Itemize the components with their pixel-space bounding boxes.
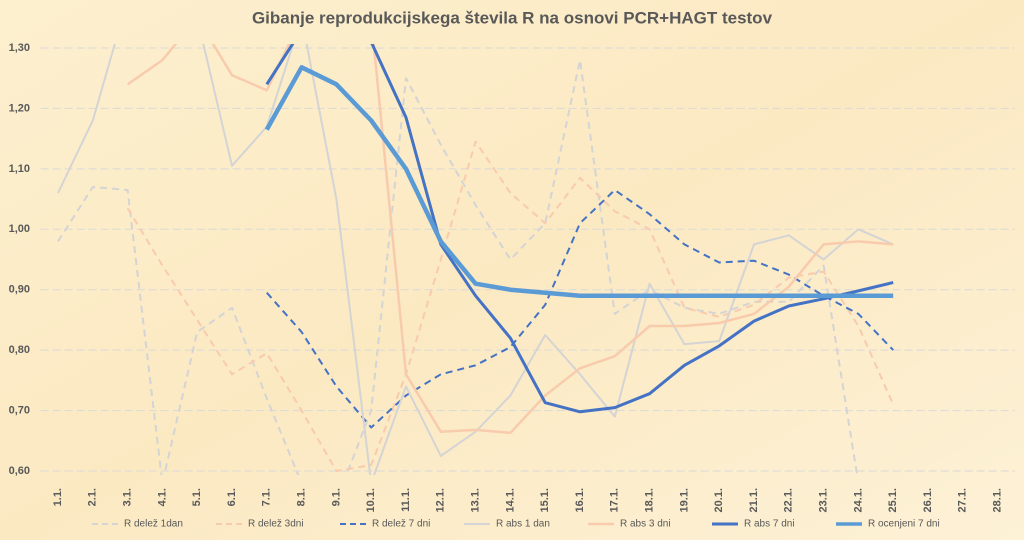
x-tick-label: 5.1. bbox=[191, 488, 203, 506]
y-tick-label: 1,10 bbox=[9, 163, 30, 175]
x-tick-label: 22.1. bbox=[783, 488, 795, 512]
y-tick-label: 1,20 bbox=[9, 102, 30, 114]
y-tick-label: 0,90 bbox=[9, 284, 30, 296]
legend-label: R ocenjeni 7 dni bbox=[868, 519, 940, 530]
series-line bbox=[265, 44, 894, 414]
series-line bbox=[266, 189, 894, 429]
y-tick-label: 1,00 bbox=[9, 223, 30, 235]
x-tick-label: 12.1. bbox=[435, 488, 447, 512]
x-tick-label: 23.1. bbox=[818, 488, 830, 512]
chart-title: Gibanje reprodukcijskega števila R na os… bbox=[252, 8, 773, 27]
series-line bbox=[57, 44, 894, 475]
x-tick-label: 4.1. bbox=[156, 488, 168, 506]
x-tick-label: 6.1. bbox=[226, 488, 238, 506]
x-tick-label: 7.1. bbox=[261, 488, 273, 506]
legend-label: R abs 1 dan bbox=[496, 519, 550, 530]
x-tick-label: 8.1. bbox=[296, 488, 308, 506]
legend-label: R abs 3 dni bbox=[620, 519, 671, 530]
legend-label: R delež 1dan bbox=[124, 519, 183, 530]
x-tick-label: 26.1. bbox=[922, 488, 934, 512]
x-tick-label: 16.1. bbox=[574, 488, 586, 512]
x-tick-label: 20.1. bbox=[713, 488, 725, 512]
x-tick-label: 1.1. bbox=[52, 488, 64, 506]
series-line bbox=[264, 65, 894, 299]
x-tick-label: 24.1. bbox=[852, 488, 864, 512]
x-tick-label: 19.1. bbox=[678, 488, 690, 512]
y-tick-label: 0,70 bbox=[9, 404, 30, 416]
series-line bbox=[57, 59, 859, 475]
x-tick-label: 27.1. bbox=[957, 488, 969, 512]
y-tick-label: 1,30 bbox=[9, 42, 30, 54]
y-tick-label: 0,60 bbox=[9, 465, 30, 477]
x-tick-label: 15.1. bbox=[539, 488, 551, 512]
y-tick-label: 0,80 bbox=[9, 344, 30, 356]
x-tick-label: 9.1. bbox=[330, 488, 342, 506]
x-tick-label: 18.1. bbox=[644, 488, 656, 512]
x-tick-label: 11.1. bbox=[400, 488, 412, 512]
legend-label: R delež 7 dni bbox=[372, 519, 430, 530]
legend-label: R delež 3dni bbox=[248, 519, 304, 530]
x-tick-label: 25.1. bbox=[887, 488, 899, 512]
x-tick-label: 28.1. bbox=[992, 488, 1004, 512]
x-tick-label: 10.1. bbox=[365, 488, 377, 512]
x-tick-label: 14.1. bbox=[504, 488, 516, 512]
x-tick-label: 2.1. bbox=[87, 488, 99, 506]
x-tick-label: 21.1. bbox=[748, 488, 760, 512]
legend-label: R abs 7 dni bbox=[744, 519, 795, 530]
series-line bbox=[126, 44, 894, 435]
x-tick-label: 13.1. bbox=[470, 488, 482, 512]
x-tick-label: 17.1. bbox=[609, 488, 621, 512]
x-tick-label: 3.1. bbox=[122, 488, 134, 506]
